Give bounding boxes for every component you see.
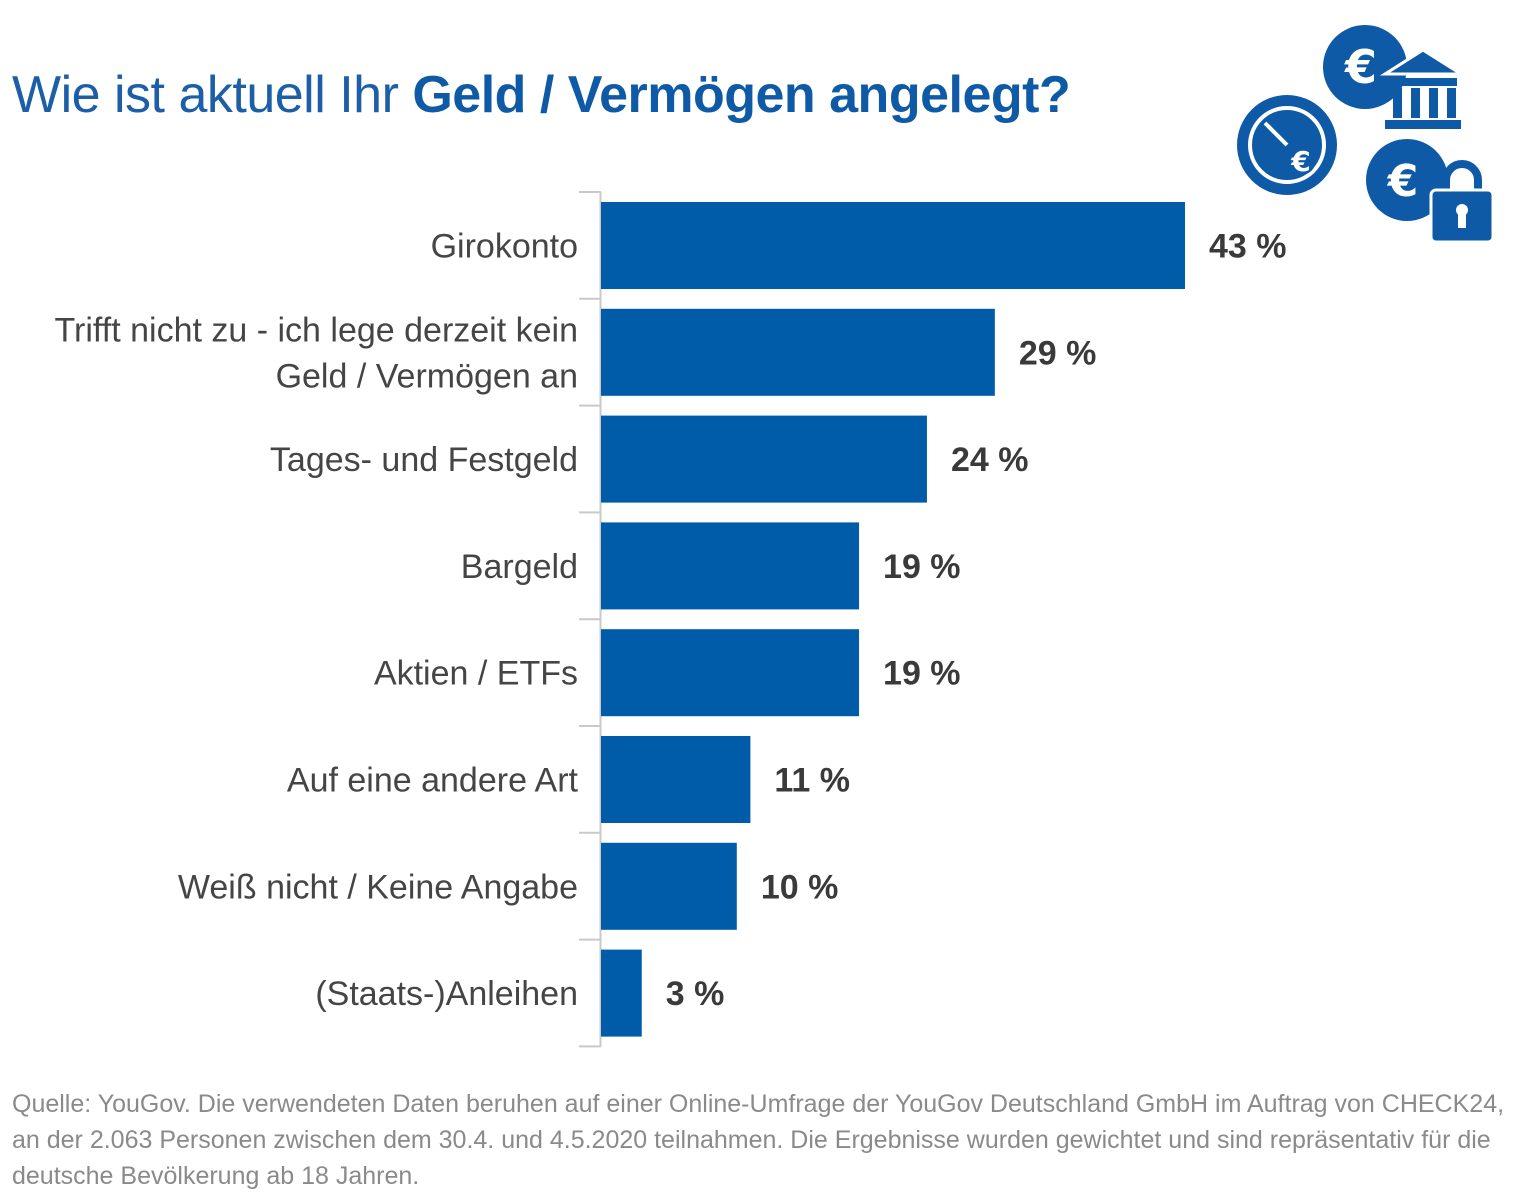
category-label: Girokonto [431, 228, 578, 266]
category-label: Aktien / ETFs [374, 655, 578, 693]
bar [601, 842, 737, 930]
category-label: Trifft nicht zu - ich lege derzeit kein [55, 311, 578, 349]
bar [601, 949, 642, 1037]
chart-title-bold: Geld / Vermögen angelegt? [412, 66, 1071, 124]
category-label: Weiß nicht / Keine Angabe [178, 868, 578, 906]
data-label: 29 % [1019, 334, 1097, 372]
data-label: 43 % [1209, 228, 1287, 266]
bar [601, 202, 1185, 289]
bar [601, 522, 860, 610]
bar [601, 415, 927, 503]
euro-lock-icon: € [1366, 139, 1495, 244]
category-label: Geld / Vermögen an [276, 357, 578, 395]
data-label: 11 % [774, 762, 850, 800]
data-label: 10 % [761, 868, 839, 906]
category-label: Bargeld [461, 548, 578, 586]
svg-text:€: € [1387, 156, 1419, 207]
bar [601, 308, 995, 396]
euro-coin-icon: € [1323, 25, 1407, 109]
bar-chart: Girokonto 43 % Trifft nicht zu - ich lege … [55, 191, 1287, 1048]
bank-icon [1379, 48, 1467, 129]
chart-title-prefix: Wie ist aktuell Ihr [12, 66, 413, 124]
data-label: 24 % [951, 441, 1029, 479]
bar [601, 736, 751, 823]
source-note: Quelle: YouGov. Die verwendeten Daten be… [12, 1090, 1505, 1190]
svg-text:€: € [1290, 145, 1310, 178]
data-label: 3 % [666, 975, 725, 1013]
finance-icons: € € € [1237, 25, 1495, 244]
data-label: 19 % [883, 548, 961, 586]
data-label: 19 % [883, 655, 961, 693]
category-label: Auf eine andere Art [287, 762, 579, 800]
category-label: (Staats-)Anleihen [315, 975, 578, 1013]
svg-text:€: € [1344, 40, 1377, 94]
clock-euro-icon: € [1237, 95, 1337, 195]
chart-title: Wie ist aktuell Ihr Geld / Vermögen ange… [12, 66, 1222, 126]
category-label: Tages- und Festgeld [270, 441, 578, 479]
bar [601, 629, 860, 717]
